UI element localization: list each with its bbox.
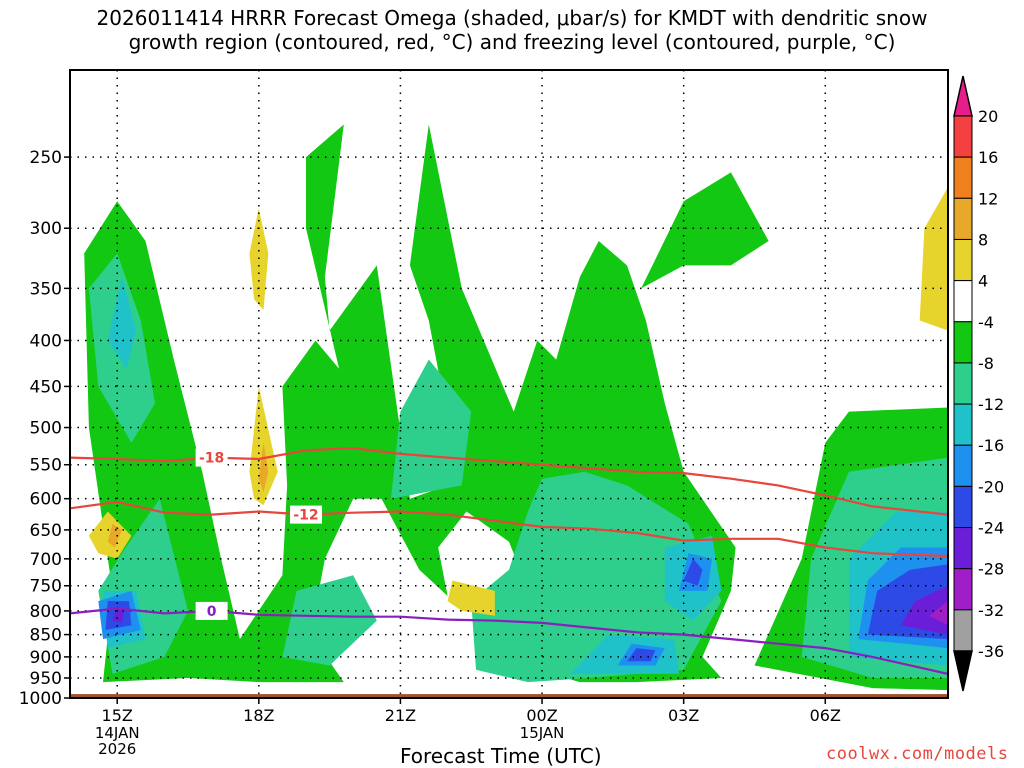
omega-shading xyxy=(84,124,948,691)
colorbar-label-3: 8 xyxy=(978,230,988,249)
x-tick-sublabel-00Z-0: 15JAN xyxy=(520,724,565,742)
credit-text: coolwx.com/models xyxy=(826,744,1009,764)
colorbar-label-7: -12 xyxy=(978,395,1004,414)
y-tick-label-850: 850 xyxy=(30,626,62,646)
x-tick-label-00Z: 00Z xyxy=(526,706,557,725)
omega-region-6 xyxy=(391,359,472,499)
plot-frame xyxy=(69,69,949,699)
x-tick-label-18Z: 18Z xyxy=(243,706,274,725)
colorbar-label-6: -8 xyxy=(978,354,994,373)
colorbar-label-12: -32 xyxy=(978,601,1004,620)
colorbar-label-1: 16 xyxy=(978,148,998,167)
x-tick-label-06Z: 06Z xyxy=(810,706,841,725)
x-tick-sublabel-15Z-0: 14JAN xyxy=(95,724,140,742)
contour-label-1: -12 xyxy=(293,508,318,524)
x-tick-label-03Z: 03Z xyxy=(668,706,699,725)
colorbar-label-13: -36 xyxy=(978,642,1004,661)
y-tick-label-350: 350 xyxy=(30,279,62,299)
colorbar-bin-5 xyxy=(953,321,973,364)
omega-region-19 xyxy=(627,648,656,662)
x-axis-label: Forecast Time (UTC) xyxy=(400,744,602,768)
colorbar-label-0: 20 xyxy=(978,107,998,126)
y-tick-label-950: 950 xyxy=(30,669,62,689)
y-tick-label-450: 450 xyxy=(30,377,62,397)
y-tick-label-800: 800 xyxy=(30,602,62,622)
colorbar-bin-10 xyxy=(953,527,973,570)
omega-region-5 xyxy=(282,575,377,666)
y-tick-label-750: 750 xyxy=(30,577,62,597)
y-tick-label-500: 500 xyxy=(30,419,62,439)
contour-label-bg-0 xyxy=(195,448,228,467)
omega-region-24 xyxy=(929,601,948,626)
y-tick-label-400: 400 xyxy=(30,331,62,351)
ground-layer xyxy=(70,694,948,698)
colorbar-bin-4 xyxy=(953,280,973,323)
contour-line-1 xyxy=(70,500,948,558)
colorbar-bin-1 xyxy=(953,156,973,199)
y-tick-label-900: 900 xyxy=(30,648,62,668)
x-tick-label-15Z: 15Z xyxy=(102,706,133,725)
omega-region-10 xyxy=(107,277,137,369)
colorbar-label-11: -28 xyxy=(978,560,1004,579)
x-tick-label-21Z: 21Z xyxy=(385,706,416,725)
colorbar: 20 16 12 8 4 -4 -8 -12 -16 -20 -24 -28 -32 -36 xyxy=(953,75,1004,692)
colorbar-bin-12 xyxy=(953,609,973,652)
title-line-1: 2026011414 HRRR Forecast Omega (shaded, … xyxy=(96,6,928,30)
colorbar-bin-9 xyxy=(953,485,973,529)
y-tick-label-300: 300 xyxy=(30,219,62,239)
x-tick-sublabel-15Z-1: 2026 xyxy=(98,740,136,758)
omega-region-22 xyxy=(112,606,125,623)
omega-region-23 xyxy=(900,585,948,635)
colorbar-bin-7 xyxy=(953,403,973,446)
y-tick-label-650: 650 xyxy=(30,521,62,541)
pressure-axis: 2503003504004505005506006507007508008509… xyxy=(19,148,70,709)
title-line-2: growth region (contoured, red, °C) and f… xyxy=(128,30,896,54)
contour-label-0: -18 xyxy=(199,451,224,467)
y-tick-label-550: 550 xyxy=(30,456,62,476)
colorbar-bin-2 xyxy=(953,197,973,240)
page-title: 2026011414 HRRR Forecast Omega (shaded, … xyxy=(0,6,1024,54)
colorbar-label-4: 4 xyxy=(978,272,988,291)
contour-label-bg-1 xyxy=(290,505,323,524)
colorbar-label-5: -4 xyxy=(978,313,994,332)
omega-region-7 xyxy=(471,471,722,683)
colorbar-label-10: -24 xyxy=(978,519,1004,538)
y-tick-label-600: 600 xyxy=(30,490,62,510)
omega-region-31 xyxy=(258,442,269,493)
colorbar-bin-0 xyxy=(953,115,973,158)
contour-label-bg-2 xyxy=(195,601,228,620)
colorbar-overflow-low xyxy=(953,650,973,692)
colorbar-label-8: -16 xyxy=(978,436,1004,455)
temperature-contours: -18 -12 0 xyxy=(70,446,948,675)
omega-region-28 xyxy=(447,580,495,616)
y-tick-label-700: 700 xyxy=(30,550,62,570)
colorbar-bin-11 xyxy=(953,568,973,611)
colorbar-bin-3 xyxy=(953,238,973,282)
omega-region-30 xyxy=(107,523,122,548)
colorbar-bin-6 xyxy=(953,362,973,405)
omega-region-1 xyxy=(641,172,769,289)
y-tick-label-250: 250 xyxy=(30,148,62,168)
colorbar-overflow-high xyxy=(953,75,973,117)
ground-fill xyxy=(70,694,948,698)
colorbar-bin-8 xyxy=(953,444,973,487)
omega-region-29 xyxy=(919,187,948,331)
plot-border xyxy=(69,69,949,699)
omega-region-20 xyxy=(683,558,703,586)
colorbar-label-9: -20 xyxy=(978,477,1004,496)
contour-label-2: 0 xyxy=(207,604,217,620)
colorbar-label-2: 12 xyxy=(978,189,998,208)
omega-region-27 xyxy=(249,208,269,310)
y-tick-label-1000: 1000 xyxy=(19,689,62,709)
